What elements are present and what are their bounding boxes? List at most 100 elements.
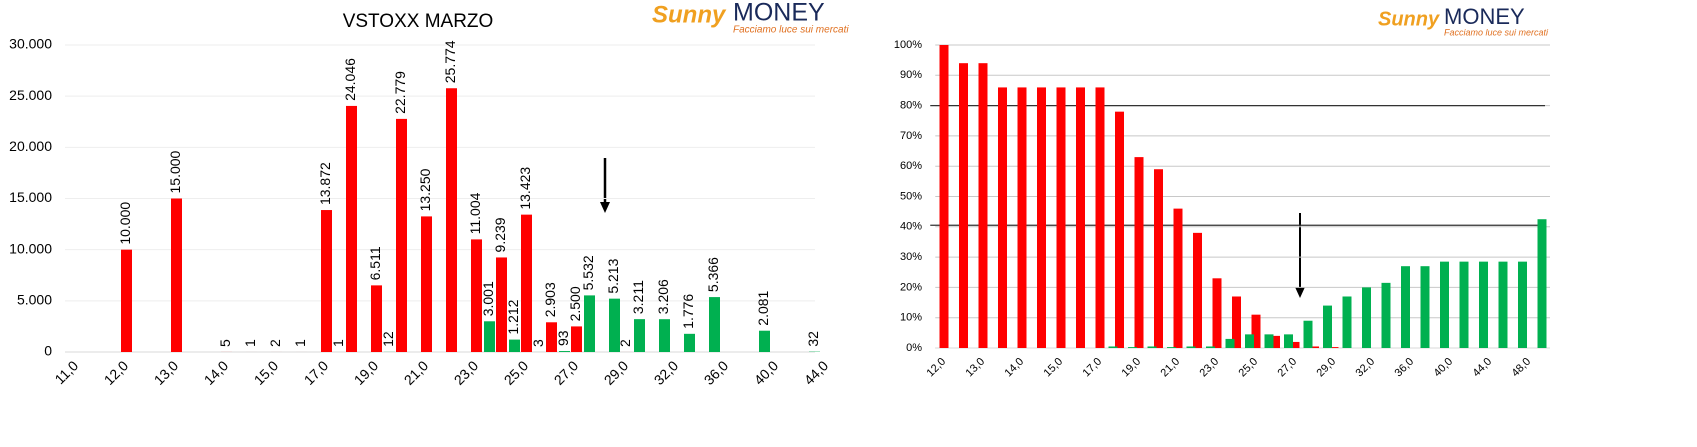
- x-tick-label: 15,0: [1042, 356, 1066, 380]
- value-label: 12: [380, 331, 396, 347]
- value-label: 10.000: [117, 202, 133, 245]
- bar: [1193, 232, 1202, 348]
- bar: [1518, 261, 1527, 348]
- bar: [1206, 346, 1215, 348]
- y-tick-label: 20%: [900, 281, 922, 293]
- value-label: 22.779: [392, 71, 408, 114]
- bar: [321, 210, 332, 352]
- bar: [684, 333, 695, 352]
- x-tick-label: 36,0: [701, 357, 732, 388]
- value-label: 11.004: [467, 192, 483, 234]
- bar: [471, 239, 482, 352]
- x-tick-label: 12,0: [101, 357, 132, 388]
- bar: [659, 319, 670, 352]
- bar: [371, 285, 382, 352]
- x-tick-label: 25,0: [1237, 356, 1261, 380]
- x-tick-label: 17,0: [301, 357, 332, 388]
- bar: [1310, 346, 1319, 348]
- value-label: 5.366: [705, 257, 721, 292]
- bar: [634, 319, 645, 352]
- bar: [709, 297, 720, 352]
- value-label: 13.423: [517, 167, 533, 210]
- bar: [521, 214, 532, 352]
- bar: [1037, 87, 1046, 349]
- bar: [571, 326, 582, 352]
- y-tick-label: 40%: [900, 221, 922, 233]
- value-label: 1.776: [680, 294, 696, 329]
- bar: [121, 249, 132, 352]
- logo-brand: Sunny: [652, 1, 727, 28]
- bar: [1076, 87, 1085, 349]
- x-tick-label: 19,0: [1120, 356, 1144, 380]
- bar: [1134, 157, 1144, 348]
- bar: [484, 321, 495, 352]
- bar: [1108, 346, 1118, 348]
- bar: [1173, 208, 1183, 348]
- x-tick-label: 27,0: [551, 357, 582, 388]
- value-label: 9.239: [492, 217, 508, 252]
- value-label: 5: [217, 339, 233, 347]
- x-tick-label: 14,0: [1003, 356, 1027, 380]
- bar: [1381, 282, 1391, 348]
- x-tick-label: 32,0: [651, 357, 682, 388]
- bar: [496, 257, 507, 352]
- y-tick-label: 30%: [900, 251, 922, 263]
- chart-left: VSTOXX MARZO Sunny MONEY Facciamo luce s…: [9, 0, 849, 388]
- bar: [1479, 261, 1488, 348]
- x-tick-label: 12,0: [925, 356, 949, 380]
- x-tick-label: 23,0: [1198, 356, 1222, 380]
- x-tick-label: 29,0: [601, 357, 632, 388]
- value-label: 13.872: [317, 162, 333, 205]
- bar: [1186, 346, 1196, 348]
- bar: [1251, 314, 1261, 348]
- x-tick-label: 44,0: [1471, 356, 1495, 380]
- x-tick-label: 19,0: [351, 357, 382, 388]
- bar: [1147, 346, 1157, 348]
- logo-name: MONEY: [733, 0, 825, 27]
- bar: [978, 63, 988, 349]
- y-tick-label: 10%: [900, 312, 922, 324]
- x-tick-label: 40,0: [751, 357, 782, 388]
- bar: [1264, 334, 1274, 348]
- bar: [1225, 338, 1235, 348]
- x-tick-label: 17,0: [1081, 356, 1105, 380]
- value-label: 5.532: [580, 255, 596, 290]
- bar: [1115, 111, 1124, 348]
- x-tick-label: 23,0: [451, 357, 482, 388]
- value-label: 1: [292, 339, 308, 347]
- bar: [1440, 261, 1449, 348]
- y-tick-label: 0%: [906, 342, 922, 354]
- arrow-head: [1295, 287, 1305, 298]
- x-tick-label: 15,0: [251, 357, 282, 388]
- value-label: 2: [617, 339, 633, 347]
- bar: [396, 118, 407, 352]
- y-tick-label: 10.000: [9, 240, 52, 256]
- x-tick-label: 32,0: [1354, 356, 1378, 380]
- bar: [509, 339, 520, 352]
- y-tick-label: 50%: [900, 190, 922, 202]
- value-label: 3.211: [630, 280, 646, 314]
- y-tick-label: 20.000: [9, 138, 52, 154]
- logo-brand: Sunny: [1378, 8, 1440, 30]
- bar: [346, 105, 357, 353]
- logo-name: MONEY: [1444, 4, 1525, 29]
- bar: [1154, 169, 1163, 348]
- bar: [1212, 278, 1222, 348]
- bar: [759, 330, 770, 352]
- bar: [546, 322, 557, 352]
- value-label: 25.774: [442, 40, 458, 83]
- bar: [1290, 341, 1300, 348]
- value-label: 3.206: [655, 279, 671, 314]
- x-tick-label: 48,0: [1510, 356, 1534, 380]
- value-label: 1: [242, 339, 258, 347]
- value-label: 15.000: [167, 150, 183, 193]
- x-tick-label: 25,0: [501, 357, 532, 388]
- bar: [939, 45, 949, 348]
- y-tick-label: 90%: [900, 69, 922, 81]
- y-tick-label: 100%: [894, 39, 922, 51]
- value-label: 32: [805, 331, 821, 347]
- bar: [1017, 87, 1027, 349]
- bar: [1342, 296, 1352, 348]
- value-label: 2.500: [567, 286, 583, 321]
